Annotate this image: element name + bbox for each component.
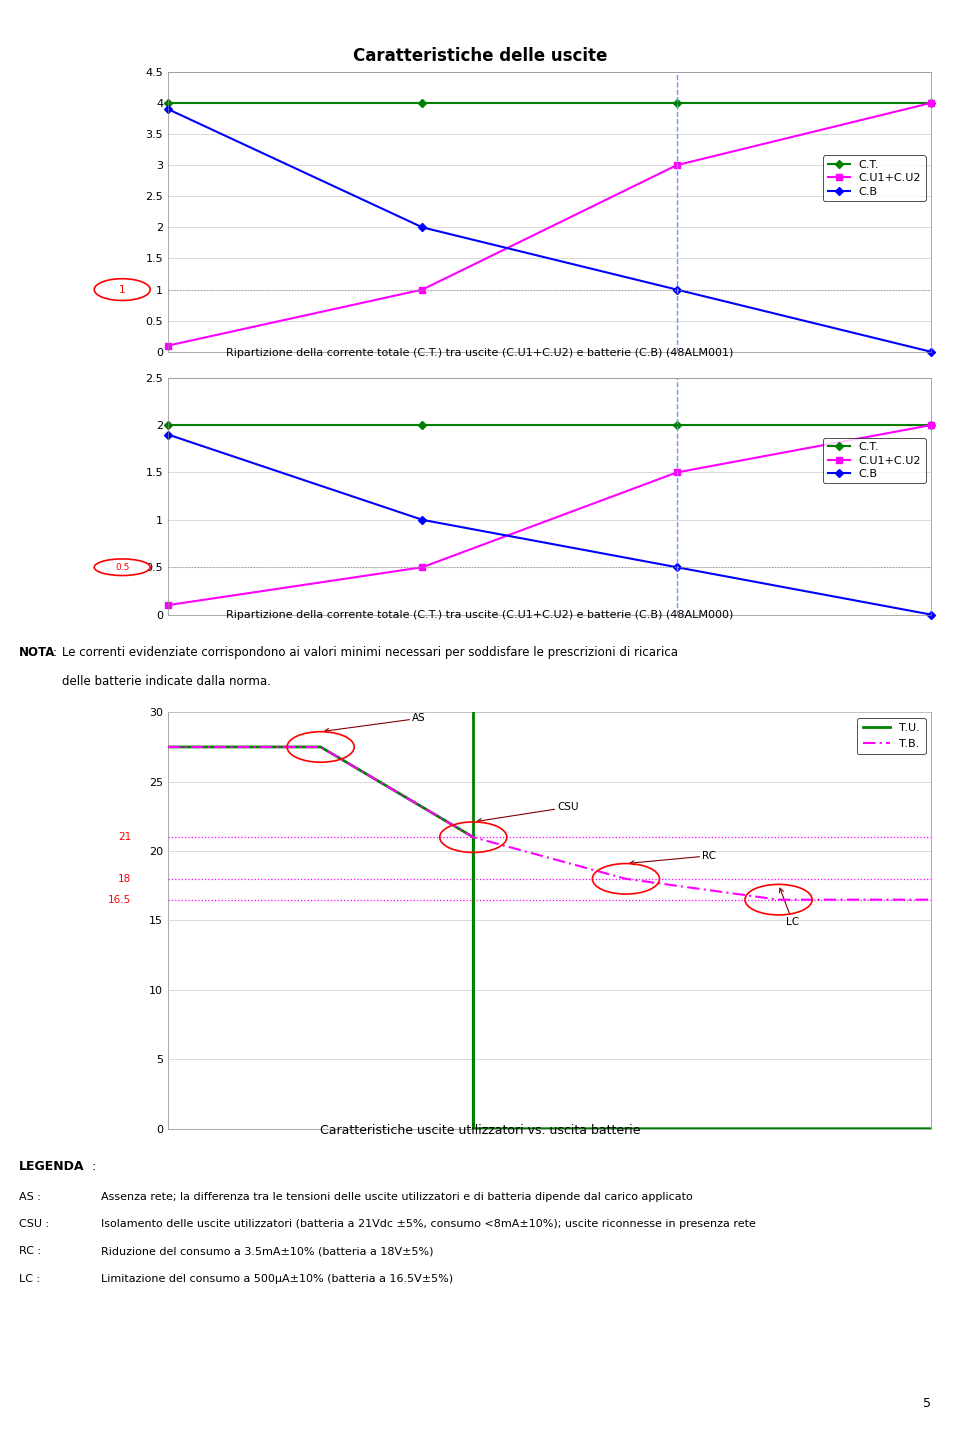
C.B — [417, 511, 428, 528]
T.U. — [162, 738, 174, 755]
C.U1+C.U2 — [417, 559, 428, 576]
C.T. — [925, 416, 937, 434]
Text: :: : — [53, 646, 60, 659]
C.U1+C.U2 — [925, 95, 937, 112]
Line: C.T.: C.T. — [165, 101, 934, 106]
Line: C.B: C.B — [165, 106, 934, 355]
C.B — [162, 101, 174, 118]
Ellipse shape — [94, 559, 150, 576]
Text: CSU :: CSU : — [19, 1219, 49, 1229]
C.U1+C.U2 — [162, 337, 174, 355]
Text: AS :: AS : — [19, 1192, 41, 1202]
Text: 21: 21 — [118, 833, 132, 841]
Text: 1: 1 — [119, 284, 126, 294]
C.T. — [671, 416, 683, 434]
Text: :: : — [88, 1160, 97, 1173]
Line: T.B.: T.B. — [168, 747, 931, 900]
C.T. — [162, 95, 174, 112]
C.B — [162, 426, 174, 444]
C.U1+C.U2 — [162, 596, 174, 613]
C.U1+C.U2 — [671, 157, 683, 174]
C.T. — [925, 95, 937, 112]
T.B. — [925, 892, 937, 909]
Text: Caratteristiche delle uscite: Caratteristiche delle uscite — [353, 47, 607, 66]
Text: delle batterie indicate dalla norma.: delle batterie indicate dalla norma. — [62, 675, 272, 688]
Text: Ripartizione della corrente totale (C.T.) tra uscite (C.U1+C.U2) e batterie (C.B: Ripartizione della corrente totale (C.T.… — [227, 348, 733, 358]
T.U. — [468, 1120, 479, 1137]
Ellipse shape — [94, 279, 150, 300]
C.B — [671, 559, 683, 576]
Line: C.B: C.B — [165, 432, 934, 617]
Text: Le correnti evidenziate corrispondono ai valori minimi necessari per soddisfare : Le correnti evidenziate corrispondono ai… — [62, 646, 679, 659]
Legend: C.T., C.U1+C.U2, C.B: C.T., C.U1+C.U2, C.B — [823, 155, 925, 201]
Line: C.T.: C.T. — [165, 422, 934, 428]
Text: 0.5: 0.5 — [115, 563, 130, 572]
Legend: T.U., T.B.: T.U., T.B. — [857, 718, 925, 754]
Text: Caratteristiche uscite utilizzatori vs. uscita batterie: Caratteristiche uscite utilizzatori vs. … — [320, 1124, 640, 1137]
T.B. — [773, 892, 784, 909]
Text: CSU: CSU — [477, 803, 579, 823]
Line: C.U1+C.U2: C.U1+C.U2 — [165, 101, 934, 349]
Text: NOTA: NOTA — [19, 646, 56, 659]
C.B — [925, 343, 937, 360]
Text: RC :: RC : — [19, 1246, 41, 1256]
Legend: C.T., C.U1+C.U2, C.B: C.T., C.U1+C.U2, C.B — [823, 438, 925, 484]
Line: C.U1+C.U2: C.U1+C.U2 — [165, 422, 934, 607]
C.T. — [671, 95, 683, 112]
Text: LC: LC — [780, 887, 800, 928]
Text: Limitazione del consumo a 500μA±10% (batteria a 16.5V±5%): Limitazione del consumo a 500μA±10% (bat… — [101, 1274, 453, 1284]
Text: LC :: LC : — [19, 1274, 40, 1284]
C.U1+C.U2 — [417, 281, 428, 299]
Text: LEGENDA: LEGENDA — [19, 1160, 84, 1173]
Text: Assenza rete; la differenza tra le tensioni delle uscite utilizzatori e di batte: Assenza rete; la differenza tra le tensi… — [101, 1192, 692, 1202]
C.B — [417, 218, 428, 236]
T.B. — [315, 738, 326, 755]
Text: 18: 18 — [118, 875, 132, 883]
C.T. — [417, 416, 428, 434]
C.B — [671, 281, 683, 299]
Text: 16.5: 16.5 — [108, 895, 132, 905]
Text: Riduzione del consumo a 3.5mA±10% (batteria a 18V±5%): Riduzione del consumo a 3.5mA±10% (batte… — [101, 1246, 433, 1256]
T.U. — [468, 829, 479, 846]
C.T. — [417, 95, 428, 112]
C.U1+C.U2 — [925, 416, 937, 434]
T.B. — [162, 738, 174, 755]
T.B. — [620, 870, 632, 887]
C.T. — [162, 416, 174, 434]
Line: T.U.: T.U. — [168, 747, 931, 1129]
T.U. — [925, 1120, 937, 1137]
Text: 5: 5 — [924, 1397, 931, 1410]
T.B. — [468, 829, 479, 846]
Text: AS: AS — [324, 714, 426, 732]
Text: Isolamento delle uscite utilizzatori (batteria a 21Vdc ±5%, consumo <8mA±10%); u: Isolamento delle uscite utilizzatori (ba… — [101, 1219, 756, 1229]
T.U. — [315, 738, 326, 755]
Text: RC: RC — [630, 850, 716, 864]
C.B — [925, 606, 937, 623]
Text: Ripartizione della corrente totale (C.T.) tra uscite (C.U1+C.U2) e batterie (C.B: Ripartizione della corrente totale (C.T.… — [227, 610, 733, 620]
C.U1+C.U2 — [671, 464, 683, 481]
